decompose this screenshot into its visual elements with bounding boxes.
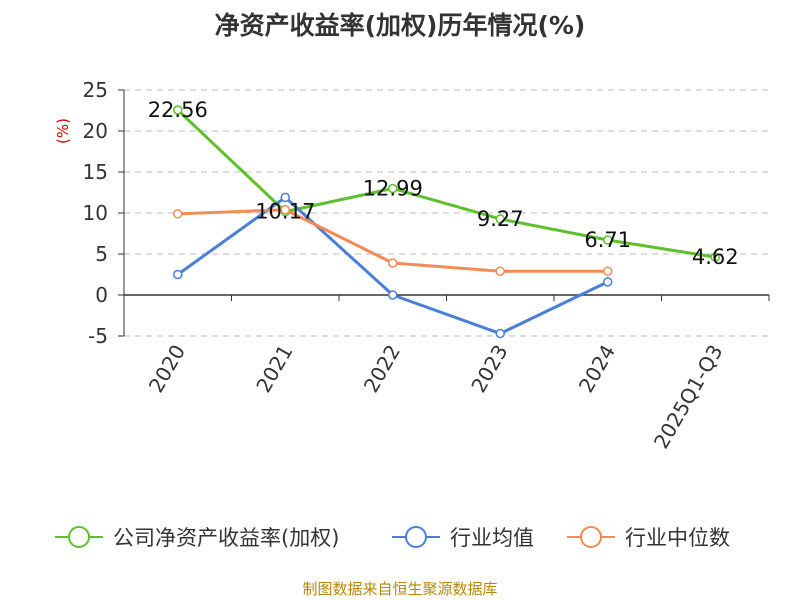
legend-label: 行业均值	[450, 526, 534, 550]
data-point	[280, 204, 290, 215]
y-tick-label: 0	[95, 283, 108, 307]
data-point	[388, 290, 398, 300]
y-tick-label: -5	[88, 324, 108, 348]
data-label: 10.17	[255, 200, 315, 224]
data-label: 6.71	[584, 228, 631, 252]
legend: 公司净资产收益率(加权) 行业均值 行业中位数	[55, 526, 730, 550]
data-point	[388, 183, 398, 194]
data-label: 9.27	[477, 207, 524, 231]
series-lines	[173, 105, 720, 339]
data-point	[495, 328, 505, 339]
legend-label: 行业中位数	[625, 526, 730, 550]
x-tick-label: 2022	[359, 341, 405, 397]
axes: 25 20 15 10 5 0 -5 (%) 2020 2021 2022 2023 2024 2025Q…	[54, 78, 770, 453]
data-point	[173, 105, 183, 115]
data-labels: 22.56 10.17 12.99 9.27 6.71 4.62	[148, 98, 739, 269]
legend-label: 公司净资产收益率(加权)	[113, 526, 339, 550]
y-tick-label: 20	[83, 119, 108, 143]
x-tick-label: 2024	[574, 341, 620, 397]
legend-swatch-marker	[68, 526, 90, 548]
legend-swatch-marker	[580, 526, 602, 548]
data-point	[603, 277, 613, 287]
data-label: 22.56	[148, 98, 208, 122]
grid-lines	[124, 89, 769, 337]
data-point	[603, 266, 613, 276]
x-tick-label: 2023	[466, 341, 512, 397]
source-note: 制图数据来自恒生聚源数据库	[302, 580, 498, 598]
x-tick-label: 2021	[251, 341, 297, 397]
data-point	[495, 214, 505, 224]
data-point	[710, 252, 720, 262]
data-label: 4.62	[692, 245, 739, 269]
data-label: 12.99	[363, 176, 423, 200]
data-point	[495, 266, 505, 276]
data-point	[173, 209, 183, 219]
chart-title: 净资产收益率(加权)历年情况(%)	[214, 11, 586, 40]
y-tick-label: 5	[95, 242, 108, 266]
data-point	[280, 192, 290, 203]
x-tick-label: 2025Q1-Q3	[649, 341, 728, 453]
x-tick-label: 2020	[144, 341, 190, 397]
y-axis-label: (%)	[54, 118, 72, 144]
legend-swatch-marker	[405, 526, 427, 548]
y-tick-label: 25	[83, 78, 108, 102]
y-tick-label: 10	[83, 201, 108, 225]
data-point	[603, 235, 613, 245]
data-point	[173, 269, 183, 280]
y-tick-label: 15	[83, 160, 108, 184]
series-line	[176, 108, 716, 259]
data-point	[388, 258, 398, 268]
